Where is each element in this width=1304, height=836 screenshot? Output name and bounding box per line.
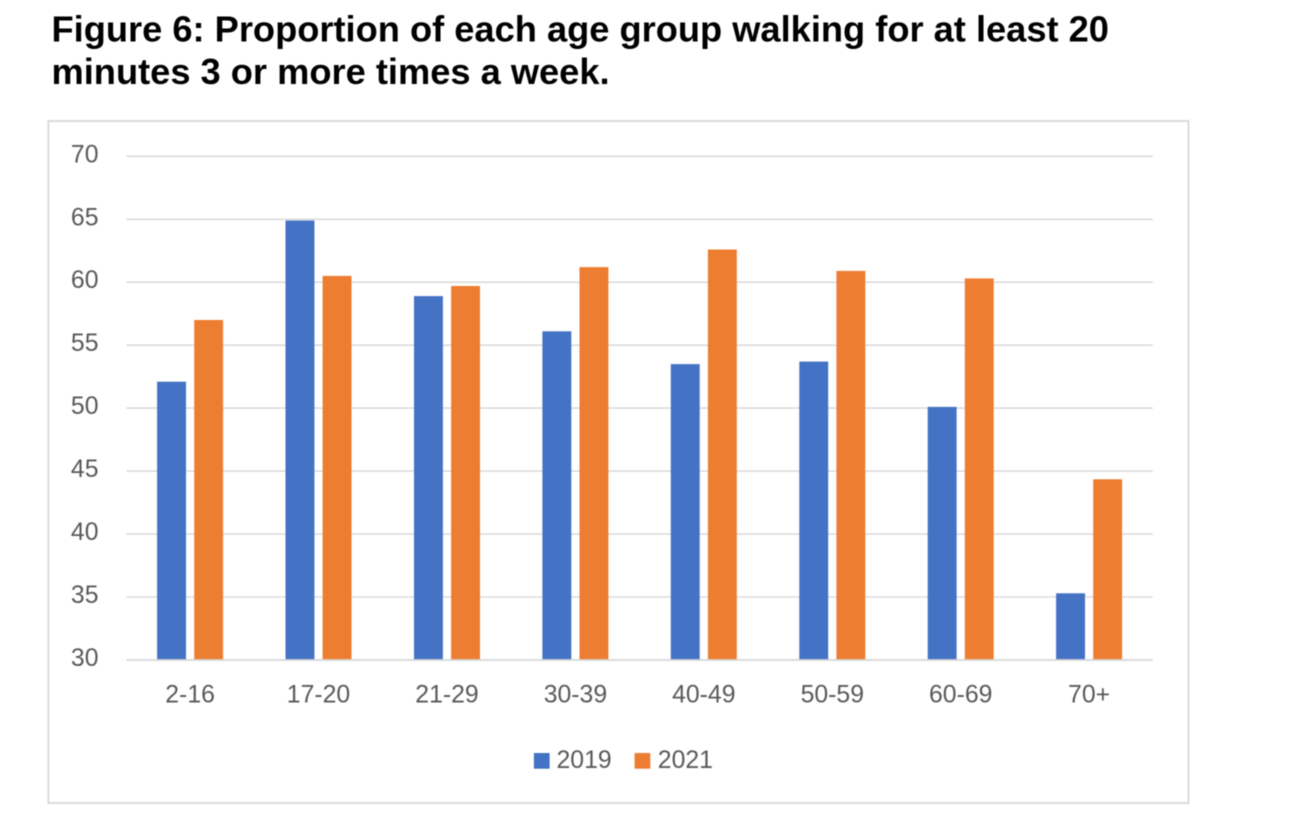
svg-text:Figure 6: Proportion of each a: Figure 6: Proportion of each age group w… <box>52 8 1109 49</box>
svg-text:30-39: 30-39 <box>544 682 607 709</box>
svg-text:40-49: 40-49 <box>672 682 735 709</box>
svg-text:60: 60 <box>71 267 99 294</box>
svg-text:21-29: 21-29 <box>415 682 478 709</box>
svg-text:50-59: 50-59 <box>801 682 864 709</box>
svg-text:17-20: 17-20 <box>287 682 350 709</box>
svg-text:50: 50 <box>71 393 99 420</box>
svg-text:40: 40 <box>71 519 99 546</box>
svg-text:2021: 2021 <box>658 747 713 774</box>
svg-text:65: 65 <box>71 204 99 231</box>
svg-text:70: 70 <box>71 141 99 168</box>
svg-text:55: 55 <box>71 330 99 357</box>
svg-text:45: 45 <box>71 456 99 483</box>
svg-text:30: 30 <box>71 645 99 672</box>
svg-text:minutes 3 or more times a week: minutes 3 or more times a week. <box>52 51 610 92</box>
svg-text:2019: 2019 <box>557 747 612 774</box>
svg-text:70+: 70+ <box>1068 682 1110 709</box>
svg-text:2-16: 2-16 <box>165 682 215 709</box>
svg-text:60-69: 60-69 <box>929 682 992 709</box>
svg-text:35: 35 <box>71 582 99 609</box>
